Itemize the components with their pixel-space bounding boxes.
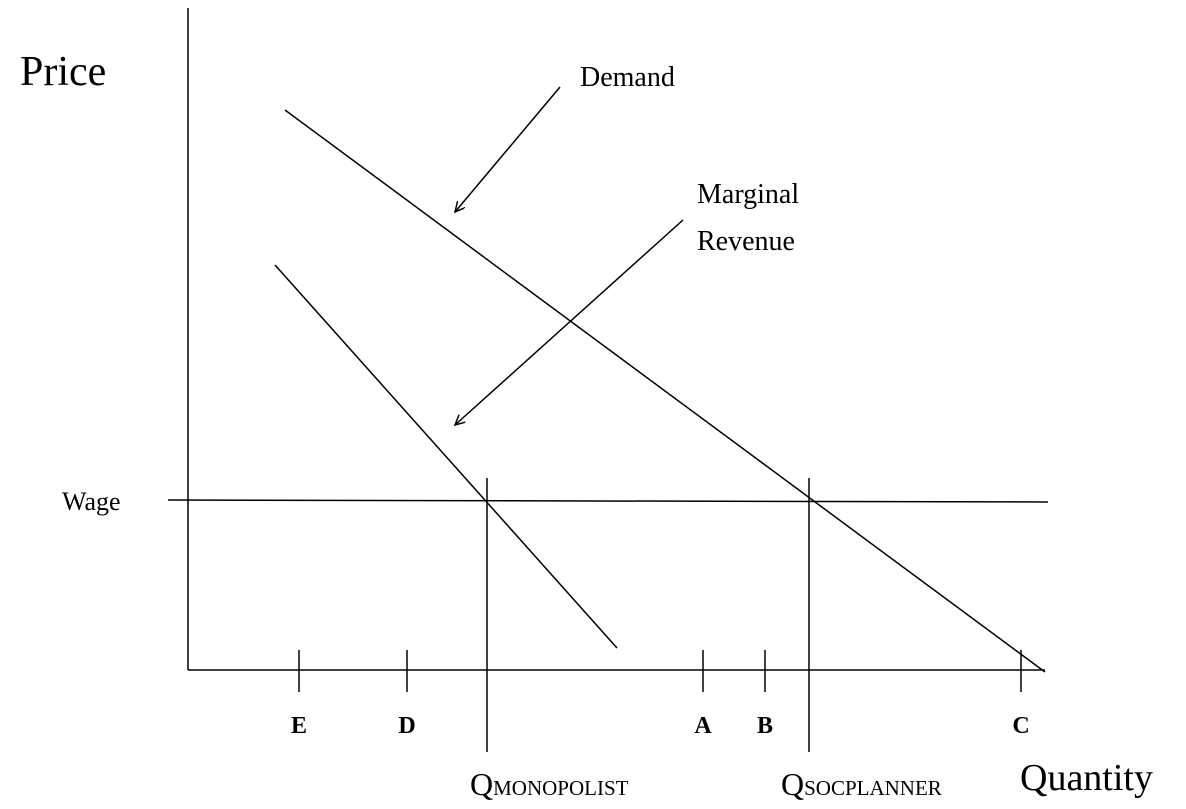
wage-line	[167, 499, 1049, 503]
demand-curve	[284, 109, 1046, 673]
q-main: Q	[781, 766, 804, 802]
point-label: C	[1012, 713, 1029, 739]
quantity-label: QSOCPLANNER	[781, 766, 942, 802]
point-label: A	[694, 713, 712, 739]
arrow	[455, 86, 561, 212]
wage-label: Wage	[62, 487, 121, 516]
mr-curve	[274, 264, 618, 649]
point-label: E	[291, 713, 307, 739]
quantity-label: QMONOPOLIST	[470, 766, 629, 802]
q-sub: MONOPOLIST	[493, 776, 629, 800]
x-axis-label: Quantity	[1020, 757, 1153, 799]
point-label: B	[757, 713, 773, 739]
curve-label: Revenue	[697, 226, 795, 257]
point-label: D	[398, 713, 415, 739]
curve-label: Marginal	[697, 179, 799, 210]
arrow	[455, 219, 684, 425]
y-axis-label: Price	[20, 49, 106, 95]
q-sub: SOCPLANNER	[804, 776, 942, 800]
curve-label: Demand	[580, 62, 675, 93]
q-main: Q	[470, 766, 493, 802]
